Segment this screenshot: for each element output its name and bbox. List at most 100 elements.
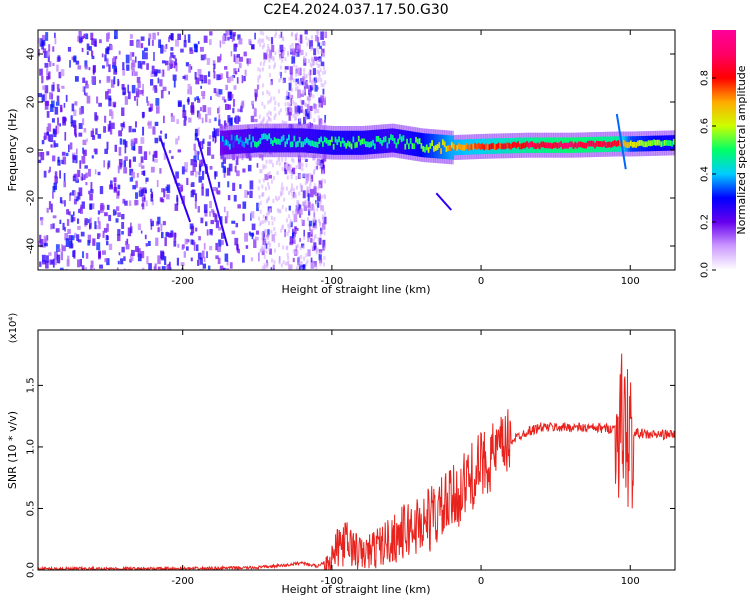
spectrogram-band-cell bbox=[409, 138, 413, 144]
spectrogram-cell bbox=[193, 143, 196, 151]
spectrogram-cell bbox=[154, 158, 158, 163]
spectrogram-cell bbox=[285, 246, 288, 251]
spectrogram-cell bbox=[310, 79, 313, 84]
spectrogram-cell bbox=[71, 235, 75, 241]
spectrogram-cell bbox=[321, 159, 324, 167]
spectrogram-band-cell bbox=[262, 128, 266, 153]
spectrogram-cell bbox=[250, 115, 255, 123]
snr-xlabel: Height of straight line (km) bbox=[281, 583, 430, 596]
spectrogram-cell bbox=[104, 212, 108, 217]
spectrogram-band-cell bbox=[556, 142, 560, 149]
spectrogram-cell bbox=[206, 57, 211, 65]
spectrogram-cell bbox=[209, 229, 213, 235]
spectrogram-band-cell bbox=[422, 133, 426, 158]
spectrogram-cell bbox=[298, 191, 301, 196]
spectrogram-cell bbox=[133, 71, 138, 77]
spectrogram-cell bbox=[314, 234, 317, 239]
spectrogram-band-cell bbox=[656, 139, 660, 146]
spectrogram-cell bbox=[52, 62, 55, 67]
spectrogram-cell bbox=[323, 245, 326, 250]
spectrogram-band-cell bbox=[234, 135, 238, 142]
spectrogram-cell bbox=[235, 55, 239, 64]
spectrogram-cell bbox=[231, 230, 236, 235]
spectrogram-cell bbox=[313, 209, 316, 214]
spectrogram-cell bbox=[92, 135, 96, 140]
spectrogram-cell bbox=[310, 46, 313, 51]
spectrogram-cell bbox=[310, 174, 314, 182]
spectrogram-cell bbox=[199, 257, 203, 265]
spectrogram-cell bbox=[267, 221, 270, 226]
spectrogram-cell bbox=[290, 32, 293, 37]
spectrogram-cell bbox=[198, 236, 201, 241]
spectrogram-cell bbox=[315, 61, 318, 66]
spectrogram-cell bbox=[177, 135, 180, 141]
spectrogram-band-cell bbox=[352, 136, 356, 143]
spectrogram-cell bbox=[290, 108, 293, 113]
spectrogram-band-cell bbox=[413, 143, 417, 150]
spectrogram-band-cell bbox=[490, 143, 494, 150]
spectrogram-band-cell bbox=[334, 136, 338, 143]
spectrogram-cell bbox=[316, 193, 321, 202]
spectrogram-cell bbox=[145, 200, 148, 207]
spectrogram-band-cell bbox=[393, 137, 397, 144]
spectrogram-band-cell bbox=[429, 143, 433, 149]
spectrogram-band-cell bbox=[228, 130, 232, 155]
spectrogram-cell bbox=[322, 65, 325, 70]
spectrogram-cell bbox=[79, 160, 82, 169]
spectrogram-cell bbox=[91, 50, 94, 57]
spectrogram-band-cell bbox=[518, 143, 522, 150]
spectrogram-cell bbox=[258, 252, 260, 262]
spectrogram-cell bbox=[304, 58, 307, 63]
spectrogram-cell bbox=[291, 232, 295, 239]
spectrogram-cell bbox=[321, 170, 324, 175]
spectrogram-cell bbox=[104, 148, 108, 154]
spectrogram-cell bbox=[296, 250, 299, 255]
spectrogram-cell bbox=[129, 177, 134, 182]
spectrogram-band-cell bbox=[375, 136, 379, 142]
spectrogram-cell bbox=[199, 106, 202, 112]
spectrogram-cell bbox=[270, 81, 273, 86]
spectrogram-cell bbox=[215, 242, 218, 251]
spectrogram-cell bbox=[207, 79, 211, 85]
spectrogram-cell bbox=[52, 215, 57, 219]
spectrogram-band-cell bbox=[363, 138, 367, 145]
spectrogram-band-cell bbox=[468, 143, 472, 150]
spectrogram-band-cell bbox=[280, 136, 284, 143]
spectrogram-band-cell bbox=[461, 144, 465, 151]
spectrogram-band-cell bbox=[629, 140, 633, 147]
spectrogram-cell bbox=[122, 121, 125, 128]
spectrogram-band-cell bbox=[612, 141, 616, 147]
spectrogram-band-cell bbox=[314, 141, 318, 148]
y-tick-label: 0.0 bbox=[26, 562, 37, 578]
spectrogram-band-cell bbox=[649, 140, 653, 147]
spectrogram-cell bbox=[170, 47, 174, 51]
spectrogram-cell bbox=[85, 182, 88, 186]
spectrogram-cell bbox=[214, 129, 217, 138]
spectrogram-cell bbox=[274, 33, 277, 38]
spectrogram-cell bbox=[274, 51, 277, 56]
spectrogram-cell bbox=[217, 257, 221, 265]
spectrogram-cell bbox=[261, 184, 264, 189]
spectrogram-cell bbox=[69, 60, 71, 68]
spectrogram-cell bbox=[152, 87, 155, 91]
spectrogram-cell bbox=[299, 214, 302, 218]
spectrogram-cell bbox=[88, 46, 92, 51]
spectrogram-cell bbox=[305, 262, 308, 267]
spectrogram-cell bbox=[78, 208, 81, 214]
spectrogram-cell bbox=[173, 61, 176, 69]
spectrogram-band-cell bbox=[248, 134, 252, 141]
spectrogram-cell bbox=[218, 106, 221, 113]
spectrogram-cell bbox=[73, 109, 77, 117]
spectrogram-cell bbox=[294, 105, 298, 115]
spectrogram-cell bbox=[175, 39, 180, 47]
spectrogram-band-cell bbox=[433, 145, 437, 152]
spectrogram-band-cell bbox=[459, 144, 463, 151]
spectrogram-cell bbox=[155, 98, 160, 106]
spectrogram-cell bbox=[73, 199, 77, 205]
spectrogram-band-cell bbox=[576, 142, 580, 149]
spectrogram-cell bbox=[113, 177, 117, 183]
spectrogram-cell bbox=[191, 182, 195, 188]
spectrogram-band-cell bbox=[554, 141, 558, 148]
spectrogram-cell bbox=[83, 86, 86, 95]
spectrogram-cell bbox=[291, 264, 294, 269]
